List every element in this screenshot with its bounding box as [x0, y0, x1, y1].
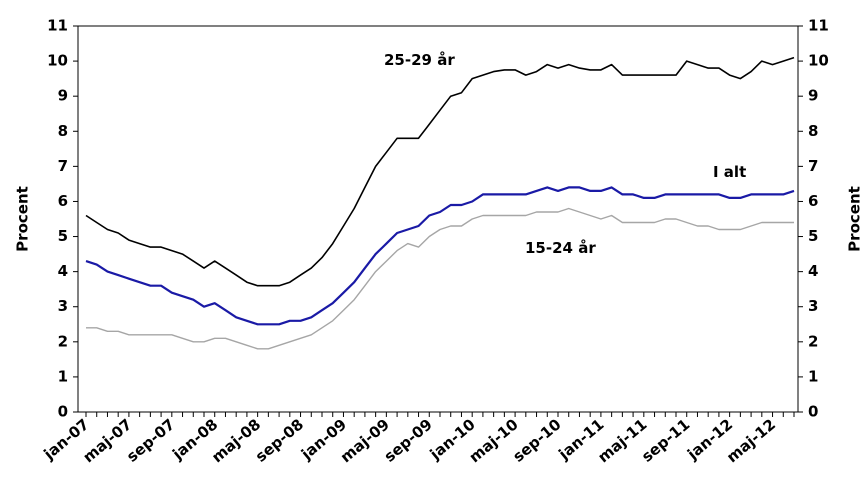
y-tick-label-left: 5 [58, 227, 68, 245]
series-label-i-alt: I alt [713, 163, 746, 181]
x-tick-label: maj-11 [594, 415, 650, 466]
series-line [85, 186, 795, 326]
y-tick-label-left: 2 [58, 332, 68, 350]
y-tick-label-right: 8 [808, 122, 818, 140]
y-tick-label-left: 0 [58, 403, 68, 421]
x-tick-label: maj-07 [79, 415, 135, 466]
series-lines [85, 56, 795, 350]
x-tick-label: maj-12 [723, 415, 779, 466]
plot-area [77, 25, 799, 413]
y-tick-label-right: 11 [808, 17, 829, 35]
y-tick-label-left: 10 [47, 52, 68, 70]
y-axis-title-left: Procent [14, 186, 32, 252]
y-tick-label-left: 3 [58, 297, 68, 315]
y-tick-label-right: 3 [808, 297, 818, 315]
y-tick-label-right: 0 [808, 403, 818, 421]
x-tick-label: maj-08 [208, 415, 264, 466]
y-tick-label-right: 4 [808, 262, 818, 280]
y-tick-label-right: 1 [808, 367, 818, 385]
y-tick-label-left: 6 [58, 192, 68, 210]
series-line [86, 207, 794, 350]
y-tick-label-left: 1 [58, 367, 68, 385]
series-label-15-24: 15-24 år [525, 239, 596, 257]
x-tick-label: maj-09 [337, 415, 393, 466]
y-tick-label-right: 6 [808, 192, 818, 210]
x-tick-label: sep-09 [381, 415, 436, 465]
y-axis-left: 0 1 2 3 4 5 6 7 8 9 10 11 [47, 17, 78, 421]
y-tick-label-left: 7 [58, 157, 68, 175]
y-axis-title-right: Procent [846, 186, 864, 252]
y-tick-label-left: 11 [47, 17, 68, 35]
y-tick-label-right: 5 [808, 227, 818, 245]
x-tick-label: sep-08 [252, 415, 307, 465]
y-tick-label-right: 2 [808, 332, 818, 350]
x-axis: jan-07maj-07sep-07jan-08maj-08sep-08jan-… [40, 412, 795, 466]
y-axis-right: 0 1 2 3 4 5 6 7 8 9 10 11 [798, 17, 829, 421]
y-tick-label-right: 10 [808, 52, 829, 70]
x-tick-label: sep-10 [509, 415, 564, 465]
y-tick-label-right: 9 [808, 87, 818, 105]
series-label-25-29: 25-29 år [384, 51, 455, 69]
y-tick-label-left: 9 [58, 87, 68, 105]
x-tick-label: sep-07 [123, 415, 178, 465]
y-tick-label-left: 4 [58, 262, 68, 280]
y-tick-label-left: 8 [58, 122, 68, 140]
series-line [85, 56, 795, 287]
x-tick-label: maj-10 [466, 415, 522, 466]
x-tick-label: sep-11 [638, 415, 693, 465]
y-tick-label-right: 7 [808, 157, 818, 175]
